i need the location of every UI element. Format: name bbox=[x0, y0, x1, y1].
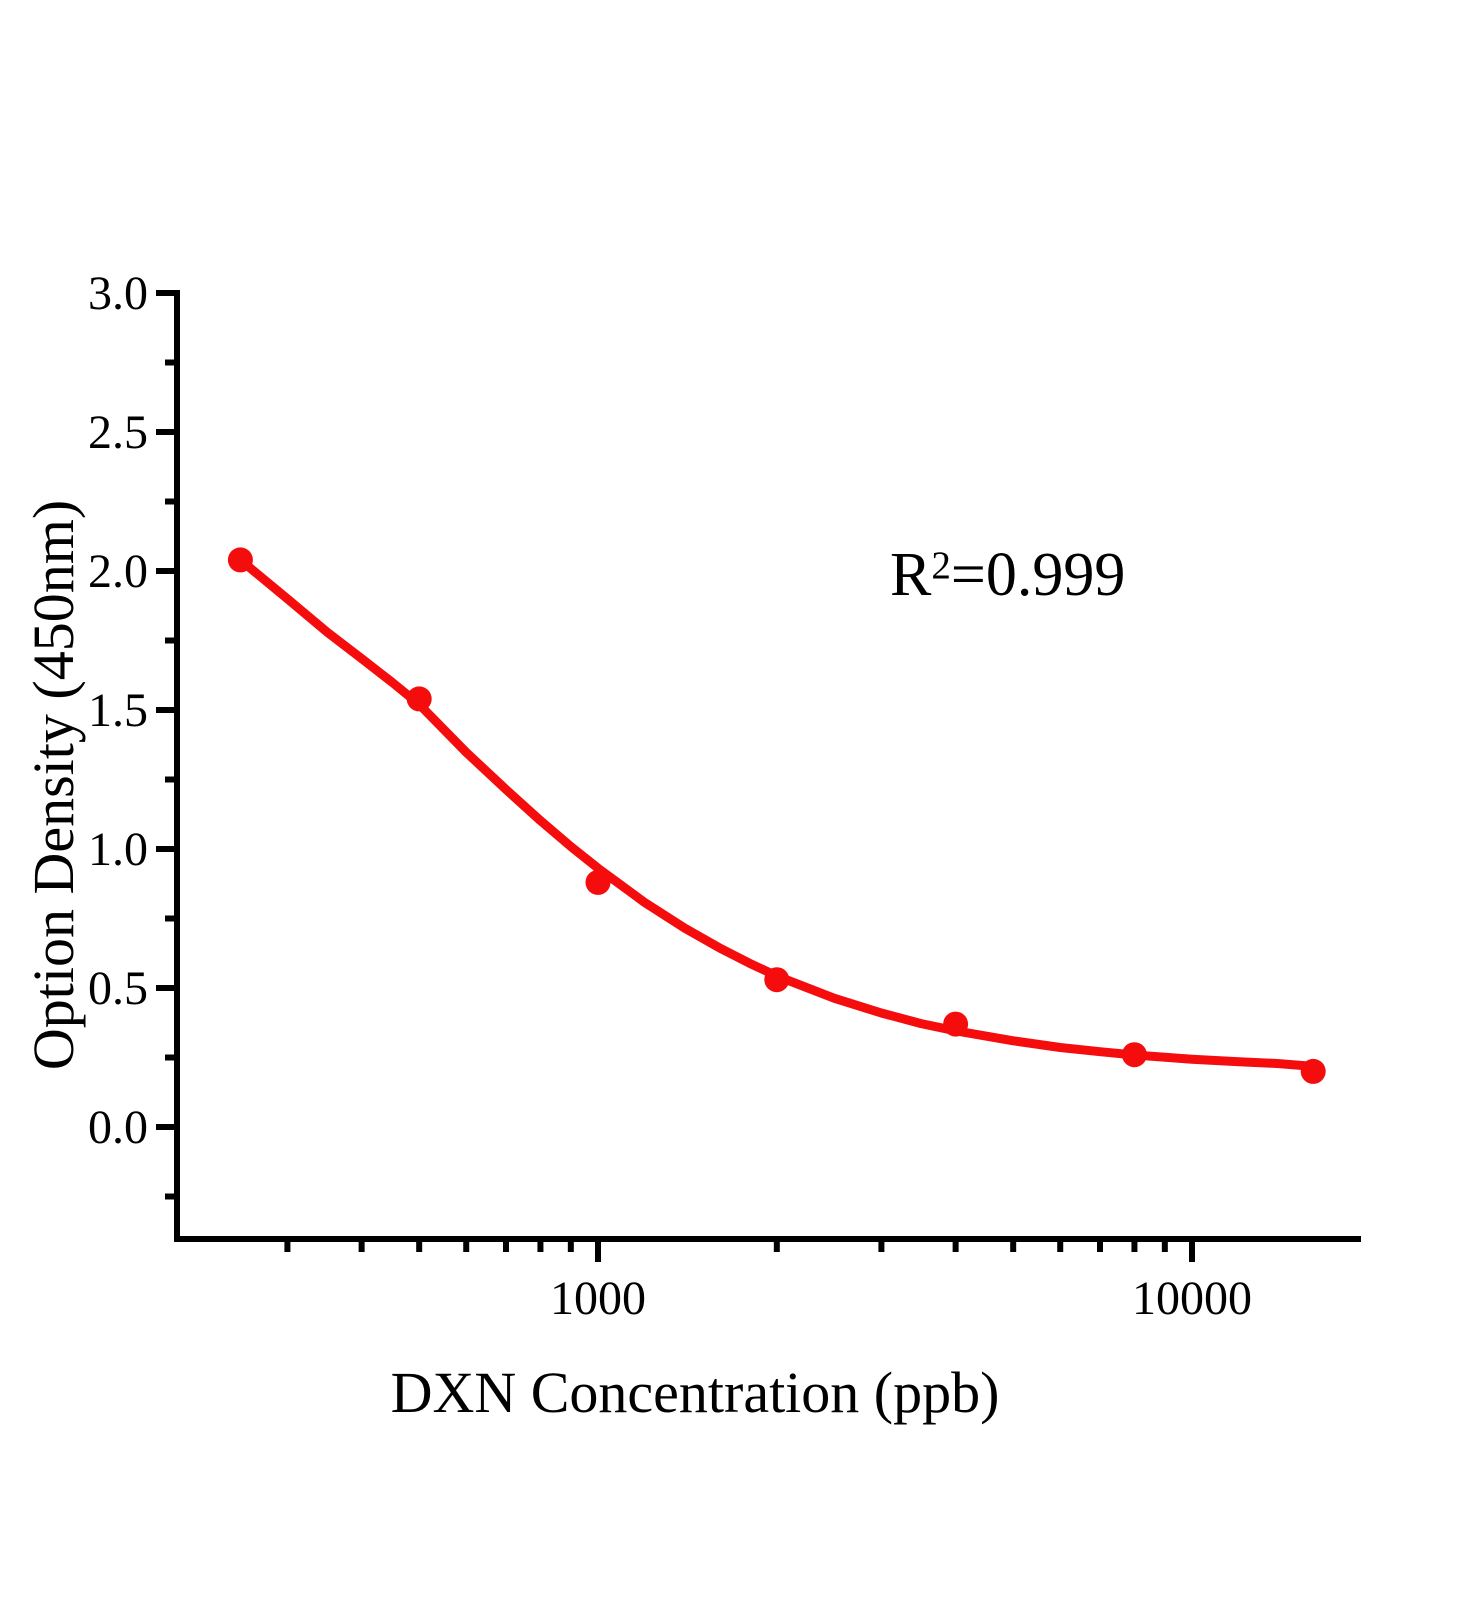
y-axis-title: Option Density (450nm) bbox=[21, 499, 86, 1071]
r-squared-annotation: R2=0.999 bbox=[890, 544, 1125, 606]
data-point bbox=[764, 967, 790, 993]
y-tick-label: 0.5 bbox=[88, 962, 148, 1015]
y-tick-label: 2.5 bbox=[88, 406, 148, 459]
data-point bbox=[585, 869, 611, 895]
y-tick-label: 0.0 bbox=[88, 1101, 148, 1154]
data-point bbox=[1300, 1058, 1326, 1084]
data-point bbox=[943, 1011, 969, 1037]
x-axis-title: DXN Concentration (ppb) bbox=[390, 1360, 1000, 1425]
r-squared-value: =0.999 bbox=[950, 541, 1126, 609]
data-point bbox=[1121, 1042, 1147, 1068]
r-squared-exponent: 2 bbox=[931, 543, 951, 587]
axes: 0.0 0.5 1.0 1.5 2.0 2.5 3.0 1000 10000 bbox=[88, 267, 1361, 1325]
r-squared-base: R bbox=[890, 541, 932, 609]
y-tick-label: 2.0 bbox=[88, 545, 148, 598]
data-points bbox=[227, 547, 1326, 1084]
x-tick-label: 1000 bbox=[550, 1272, 646, 1325]
data-point bbox=[227, 547, 253, 573]
y-tick-label: 3.0 bbox=[88, 267, 148, 320]
y-tick-label: 1.0 bbox=[88, 823, 148, 876]
data-point bbox=[406, 686, 432, 712]
x-tick-label: 10000 bbox=[1132, 1272, 1252, 1325]
y-tick-label: 1.5 bbox=[88, 684, 148, 737]
fit-curve-line bbox=[235, 555, 1318, 1071]
